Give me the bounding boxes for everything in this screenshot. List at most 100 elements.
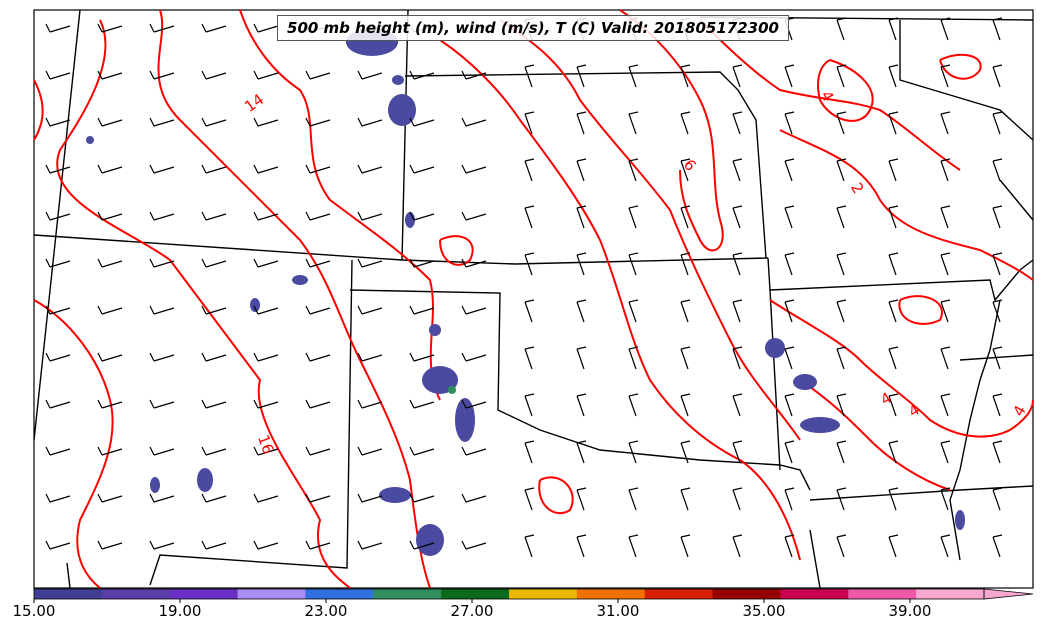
wind-barb (732, 299, 743, 323)
wind-barb (732, 393, 743, 417)
wind-barb (836, 299, 847, 323)
wind-barb (628, 252, 639, 276)
wind-barb (97, 352, 123, 362)
wind-barb (409, 493, 435, 503)
wind-barb (888, 487, 899, 511)
wind-barb (680, 487, 691, 511)
wind-barb (628, 440, 639, 464)
wind-barb (305, 540, 331, 550)
wind-barb (836, 534, 847, 558)
wind-barb (45, 23, 71, 33)
wind-barb (784, 111, 795, 135)
wind-barb (732, 346, 743, 370)
wind-barb (784, 64, 795, 88)
wind-barb (201, 399, 227, 409)
wind-barb (732, 64, 743, 88)
colorbar-segment (237, 589, 306, 599)
wind-barb (576, 346, 587, 370)
wind-barb (524, 299, 535, 323)
wind-barb (201, 23, 227, 33)
wind-barb (888, 64, 899, 88)
wind-barb (305, 164, 331, 174)
wind-barb (409, 540, 435, 550)
wind-barb (524, 64, 535, 88)
wind-barb (628, 64, 639, 88)
wind-barb (836, 252, 847, 276)
wind-barb (97, 70, 123, 80)
wind-barb (576, 205, 587, 229)
wind-barb (357, 258, 383, 268)
colorbar-extend-arrow (983, 588, 1034, 600)
wind-barb (836, 393, 847, 417)
colorbar (33, 588, 1034, 603)
wind-barb (836, 440, 847, 464)
colorbar-segment (509, 589, 578, 599)
wind-barb (784, 487, 795, 511)
wind-barb (940, 111, 951, 135)
colorbar-segment (373, 589, 442, 599)
wind-barb (461, 211, 487, 221)
wind-barb (97, 117, 123, 127)
wind-barb (680, 534, 691, 558)
wind-barb (992, 393, 1003, 417)
colorbar-segment (644, 589, 714, 599)
wind-barb (201, 540, 227, 550)
colorbar-segment (780, 589, 849, 599)
colorbar-tick-label: 27.00 (450, 602, 494, 620)
wind-barb (940, 205, 951, 229)
wind-barb (784, 299, 795, 323)
wind-barb (836, 346, 847, 370)
wind-barb (888, 17, 899, 41)
wind-barb (45, 493, 71, 503)
wind-barb (836, 64, 847, 88)
wind-barb (784, 158, 795, 182)
wind-barb (524, 111, 535, 135)
wind-barb (409, 117, 435, 127)
wind-barb (461, 540, 487, 550)
wind-barb (524, 252, 535, 276)
wind-barb (888, 205, 899, 229)
wind-barb (836, 158, 847, 182)
colorbar-segment (101, 589, 171, 599)
wind-barb (888, 158, 899, 182)
wind-barb (461, 258, 487, 268)
wind-barb (628, 487, 639, 511)
wind-barb (992, 534, 1003, 558)
wind-barb (628, 346, 639, 370)
wind-barb (461, 164, 487, 174)
wind-barb (680, 440, 691, 464)
wind-barb (253, 493, 279, 503)
colorbar-segment (712, 589, 781, 599)
wind-barb (940, 534, 951, 558)
wind-barb (680, 64, 691, 88)
colorbar-tick-label: 19.00 (158, 602, 202, 620)
wind-barb (461, 493, 487, 503)
wind-barb (409, 70, 435, 80)
wind-barb (576, 440, 587, 464)
wind-barb (576, 534, 587, 558)
colorbar-segment (848, 589, 917, 599)
wind-barb (784, 440, 795, 464)
wind-barb (576, 64, 587, 88)
wind-barb (732, 440, 743, 464)
wind-barb (628, 299, 639, 323)
wind-barb (253, 352, 279, 362)
wind-barb (784, 205, 795, 229)
wind-barb (992, 252, 1003, 276)
wind-barb (680, 252, 691, 276)
wind-barb (253, 23, 279, 33)
wind-barb (992, 17, 1003, 41)
map-frame (33, 9, 1034, 589)
wind-barb (732, 534, 743, 558)
wind-barb (253, 446, 279, 456)
wind-barb (888, 299, 899, 323)
wind-barbs (45, 17, 1003, 558)
wind-barb (732, 252, 743, 276)
wind-barb (940, 17, 951, 41)
wind-barb (576, 158, 587, 182)
wind-barb (149, 540, 175, 550)
wind-barb (992, 346, 1003, 370)
colorbar-segment (441, 589, 510, 599)
wind-barb (357, 164, 383, 174)
wind-barb (357, 305, 383, 315)
